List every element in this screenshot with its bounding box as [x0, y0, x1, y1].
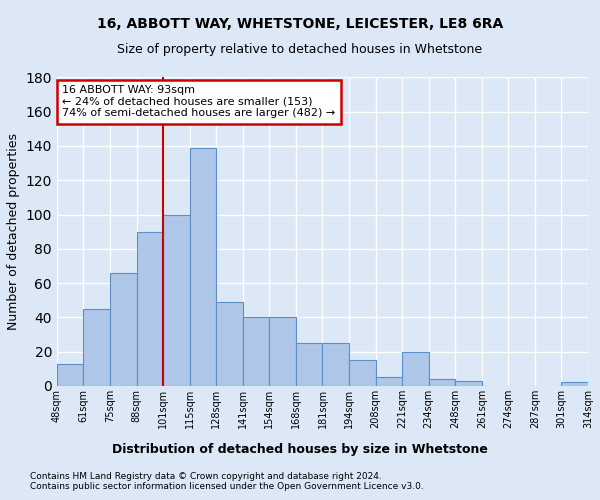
Bar: [562, 382, 588, 386]
Text: Contains public sector information licensed under the Open Government Licence v3: Contains public sector information licen…: [30, 482, 424, 491]
Bar: [83, 309, 110, 386]
Bar: [349, 360, 376, 386]
Bar: [110, 273, 137, 386]
Bar: [216, 302, 243, 386]
Bar: [296, 343, 322, 386]
Text: 16, ABBOTT WAY, WHETSTONE, LEICESTER, LE8 6RA: 16, ABBOTT WAY, WHETSTONE, LEICESTER, LE…: [97, 18, 503, 32]
Bar: [57, 364, 83, 386]
Text: 16 ABBOTT WAY: 93sqm
← 24% of detached houses are smaller (153)
74% of semi-deta: 16 ABBOTT WAY: 93sqm ← 24% of detached h…: [62, 85, 335, 118]
Bar: [269, 318, 296, 386]
Bar: [322, 343, 349, 386]
Bar: [137, 232, 163, 386]
Bar: [428, 379, 455, 386]
Y-axis label: Number of detached properties: Number of detached properties: [7, 133, 20, 330]
Bar: [243, 318, 269, 386]
Bar: [190, 148, 216, 386]
Bar: [376, 378, 402, 386]
Bar: [163, 214, 190, 386]
Bar: [455, 381, 482, 386]
Text: Distribution of detached houses by size in Whetstone: Distribution of detached houses by size …: [112, 442, 488, 456]
Bar: [402, 352, 428, 386]
Text: Size of property relative to detached houses in Whetstone: Size of property relative to detached ho…: [118, 42, 482, 56]
Text: Contains HM Land Registry data © Crown copyright and database right 2024.: Contains HM Land Registry data © Crown c…: [30, 472, 382, 481]
